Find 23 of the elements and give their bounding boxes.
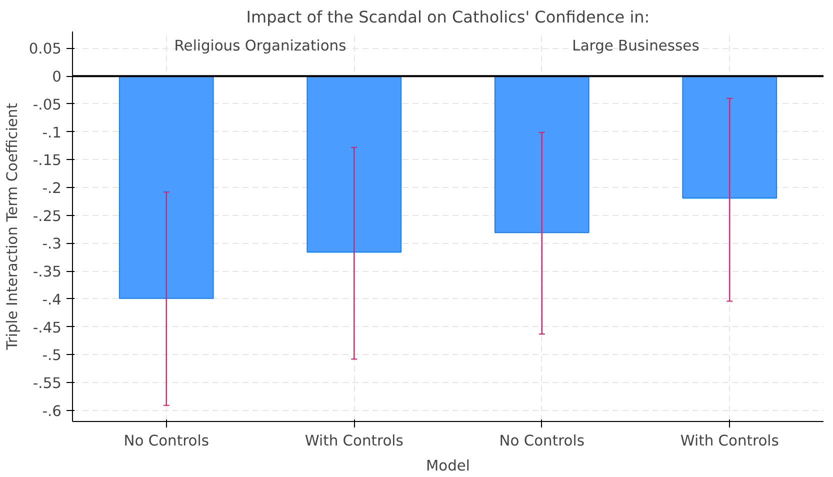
y-tick-label: -.4 [42,291,62,308]
y-tick-label: -.45 [32,319,62,336]
annotation: Religious Organizations [174,38,346,54]
annotation: Large Businesses [572,38,700,54]
y-tick-label: -.35 [32,264,62,281]
y-tick-label: 0.05 [28,40,62,58]
y-tick-label: -.3 [42,236,62,253]
x-tick-label: No Controls [499,432,584,450]
x-tick-label: With Controls [304,432,404,450]
chart-title: Impact of the Scandal on Catholics' Confidence in: [246,8,650,26]
y-tick-label: -.15 [32,152,62,170]
y-tick-label: -.55 [32,375,62,392]
y-tick-label: -.5 [42,347,62,364]
x-tick-label: With Controls [680,432,779,450]
y-tick-label: -.1 [42,124,62,142]
x-tick-label: No Controls [124,432,209,450]
y-axis-title: Triple Interaction Term Coefficient [4,102,21,351]
y-tick-label: -.6 [42,402,62,420]
y-tick-label: -.25 [32,208,62,225]
x-axis-title: Model [426,458,470,474]
y-tick-label: -.05 [32,96,62,114]
y-tick-label: -.2 [42,180,62,197]
y-tick-label: 0 [52,68,62,86]
